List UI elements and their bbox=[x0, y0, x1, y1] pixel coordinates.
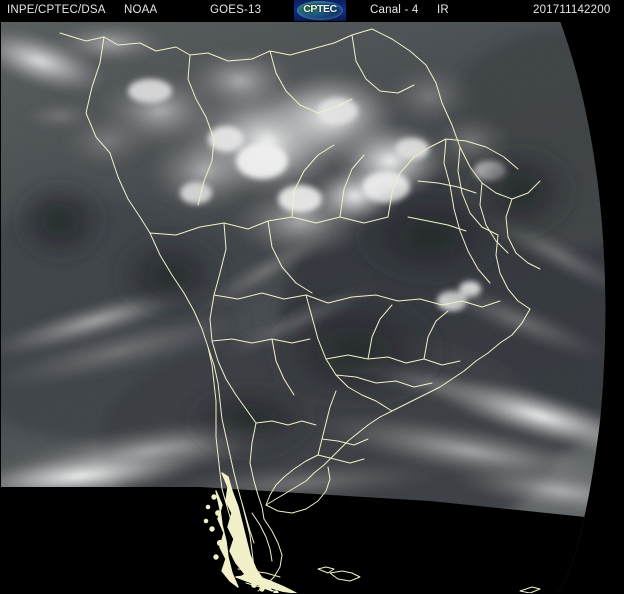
agency-label: NOAA bbox=[124, 4, 158, 16]
satellite-label: GOES-13 bbox=[210, 4, 262, 16]
timestamp-label: 201711142200 bbox=[533, 4, 611, 16]
boundary-overlay bbox=[59, 28, 541, 584]
cptec-globe-icon bbox=[297, 1, 343, 20]
institute-label: INPE/CPTEC/DSA bbox=[7, 4, 106, 16]
cptec-logo-label: CPTEC bbox=[303, 3, 337, 15]
satellite-image-canvas bbox=[0, 21, 624, 594]
earth-disk bbox=[0, 21, 606, 594]
image-header-bar: INPE/CPTEC/DSA NOAA GOES-13 CPTEC Canal … bbox=[0, 0, 624, 21]
band-label: IR bbox=[437, 4, 449, 16]
infrared-imagery bbox=[0, 21, 624, 594]
night-terminator bbox=[0, 487, 606, 594]
cptec-logo: CPTEC bbox=[294, 0, 346, 21]
channel-label: Canal - 4 bbox=[370, 4, 419, 16]
patagonia-coastline-overlay bbox=[203, 472, 541, 594]
